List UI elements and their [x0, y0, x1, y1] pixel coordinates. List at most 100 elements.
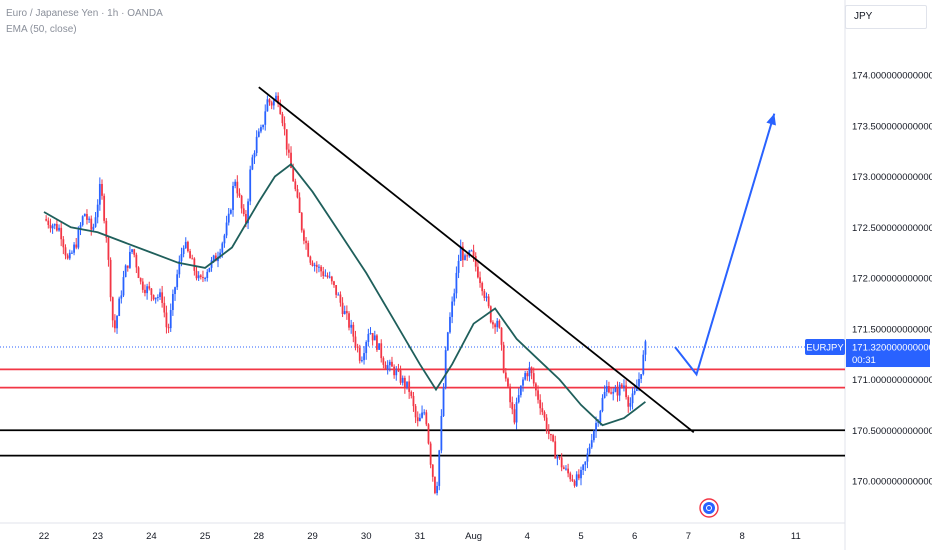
candle-body — [152, 294, 155, 300]
candle-body — [444, 350, 447, 388]
candle-body — [363, 353, 365, 361]
candle-body — [62, 239, 65, 248]
candle-body — [399, 370, 402, 383]
candle-body — [247, 201, 249, 224]
candle-body — [191, 258, 194, 260]
candle-body — [474, 256, 477, 267]
candle-body — [270, 102, 273, 106]
candle-body — [296, 189, 299, 198]
projection-arrow[interactable] — [674, 113, 776, 377]
candle-body — [498, 320, 501, 328]
currency-selector[interactable]: JPY — [845, 5, 927, 29]
candle-body — [141, 281, 144, 290]
candle-body — [635, 386, 638, 391]
descending-trendline[interactable] — [258, 86, 695, 433]
candle-body — [105, 220, 108, 238]
candle-body — [98, 183, 101, 205]
candle-body — [58, 227, 60, 231]
candle-body — [68, 252, 71, 259]
candle-body — [451, 301, 454, 317]
price-tick-label: 170.5000000000000 — [852, 426, 932, 437]
candle-body — [492, 322, 494, 325]
candle-body — [388, 361, 391, 366]
candle-body — [294, 181, 297, 190]
candle-body — [234, 181, 237, 186]
price-tag: EURJPY 171.3200000000000 00:31 — [805, 339, 932, 368]
candle-body — [272, 100, 275, 106]
price-tick-label: 174.0000000000000 — [852, 71, 932, 82]
candle-body — [629, 403, 632, 407]
candle-body — [603, 391, 606, 398]
candle-body — [182, 247, 185, 254]
candle-body — [337, 294, 340, 296]
candle-body — [285, 129, 288, 150]
candle-body — [55, 223, 58, 231]
candle-body — [335, 285, 338, 295]
candle-body — [565, 468, 567, 470]
time-tick-label: 28 — [254, 531, 265, 542]
candle-body — [558, 457, 561, 459]
candle-body — [120, 295, 123, 299]
candle-body — [176, 274, 179, 288]
candle-body — [618, 384, 621, 396]
candle-body — [159, 292, 161, 298]
candle-body — [122, 277, 125, 296]
candle-body — [489, 306, 492, 323]
candle-body — [539, 399, 542, 409]
candle-body — [326, 275, 329, 278]
candle-body — [107, 237, 110, 260]
candle-body — [88, 218, 91, 220]
price-axis[interactable]: 174.0000000000000 173.5000000000000 173.00… — [852, 71, 932, 488]
candle-body — [470, 250, 473, 252]
candle-body — [184, 241, 187, 248]
candle-body — [625, 385, 628, 398]
candle-body — [524, 373, 527, 380]
candle-body — [612, 391, 615, 394]
candles — [45, 92, 647, 496]
candle-body — [522, 379, 524, 386]
candle-body — [92, 226, 95, 230]
time-tick-label: 30 — [361, 531, 372, 542]
candle-body — [584, 461, 587, 465]
time-tick-label: 11 — [791, 531, 801, 542]
candle-body — [410, 391, 413, 396]
time-axis[interactable]: 22 23 24 25 28 29 30 31 Aug 4 5 6 7 8 11 — [39, 531, 801, 542]
time-tick-label: 25 — [200, 531, 211, 542]
candle-body — [620, 384, 623, 388]
candle-body — [528, 367, 531, 377]
candle-body — [350, 324, 353, 328]
candle-body — [238, 193, 241, 196]
candle-body — [556, 457, 559, 459]
candle-body — [597, 422, 600, 424]
time-tick-label: 22 — [39, 531, 50, 542]
candle-body — [627, 397, 630, 407]
candle-body — [569, 473, 572, 480]
candle-body — [260, 127, 262, 132]
snapshot-icon[interactable] — [699, 498, 719, 518]
snapshot-icon-dot — [706, 505, 712, 511]
candle-body — [75, 244, 78, 248]
candle-body — [315, 264, 318, 267]
candle-body — [642, 354, 645, 375]
candle-body — [588, 447, 591, 454]
candle-body — [552, 435, 554, 442]
candle-body — [240, 195, 243, 209]
candle-body — [371, 333, 374, 341]
candle-body — [266, 99, 269, 112]
candle-body — [290, 152, 292, 169]
candle-body — [339, 294, 342, 303]
candle-body — [305, 240, 307, 244]
price-tick-label: 172.0000000000000 — [852, 274, 932, 285]
candle-body — [303, 230, 305, 241]
candle-body — [526, 373, 529, 377]
candle-body — [487, 296, 490, 307]
candle-body — [403, 377, 406, 388]
candle-body — [358, 347, 361, 361]
candle-body — [229, 209, 232, 214]
candle-body — [623, 385, 625, 388]
candle-body — [373, 335, 376, 341]
candle-body — [393, 366, 396, 376]
candle-body — [187, 241, 189, 252]
candle-body — [165, 312, 168, 328]
